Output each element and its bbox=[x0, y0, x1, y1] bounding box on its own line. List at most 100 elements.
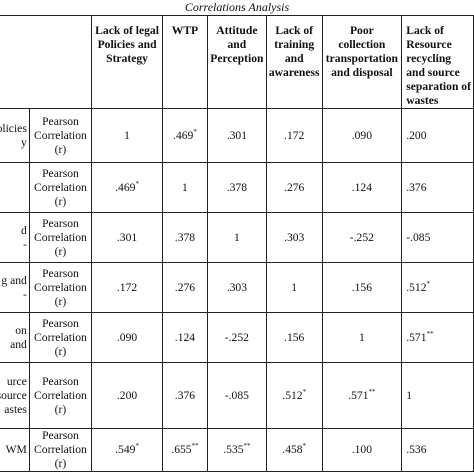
correlation-cell: .655** bbox=[162, 428, 208, 472]
correlation-cell: .536 bbox=[401, 428, 474, 472]
stat-label: Pearson Correlation (r) bbox=[28, 362, 93, 429]
table-row: WM Pearson Correlation (r) .549* .655** .535**… bbox=[0, 428, 474, 472]
correlation-cell: .156 bbox=[265, 312, 323, 363]
text-line: and bbox=[284, 52, 304, 65]
table-row: on and Pearson Correlation (r) .090.124 -.252.… bbox=[0, 312, 474, 363]
text-line: transportation bbox=[325, 52, 398, 65]
correlation-cell: .200 bbox=[401, 108, 474, 163]
correlation-value: .378 bbox=[226, 180, 247, 194]
correlation-value: .301 bbox=[116, 230, 138, 244]
correlation-cell: .172 bbox=[91, 262, 164, 313]
text-line: and bbox=[10, 337, 27, 351]
row-label: g and - bbox=[0, 262, 30, 313]
correlation-value: .090 bbox=[116, 330, 138, 344]
table-wrapper: Lack of legal Policies and Strategy WTP Atti… bbox=[0, 15, 474, 472]
correlation-cell: .303 bbox=[206, 262, 267, 313]
text-line: Policies and bbox=[97, 38, 157, 51]
correlation-cell: .301 bbox=[206, 108, 267, 163]
correlation-value: -.252 bbox=[349, 230, 374, 244]
correlation-cell: .458* bbox=[265, 428, 323, 472]
correlation-value: .512 bbox=[406, 280, 427, 294]
correlation-value: -.252 bbox=[224, 330, 249, 344]
text-line: (r) bbox=[54, 344, 67, 358]
correlation-cell: .124 bbox=[162, 312, 208, 363]
correlation-cell: .571** bbox=[401, 312, 474, 363]
column-header: Lack of legal Policies and Strategy bbox=[91, 15, 164, 109]
correlation-value: .303 bbox=[284, 230, 305, 244]
significance-marker: * bbox=[193, 127, 197, 136]
correlation-cell: .303 bbox=[265, 212, 323, 263]
text-line: Correlation bbox=[34, 443, 87, 456]
correlation-value: -.085 bbox=[224, 388, 249, 402]
row-label: d- bbox=[0, 212, 30, 263]
correlation-value: .535 bbox=[223, 443, 244, 456]
correlation-value: .172 bbox=[284, 128, 305, 142]
correlation-value: .512 bbox=[282, 388, 303, 402]
table-row: d - Pearson Correlation (r) .301.378 1.303 -.25… bbox=[0, 212, 474, 263]
text-line: Pearson bbox=[42, 316, 79, 330]
text-line: and disposal bbox=[331, 66, 393, 79]
stat-label: Pearson Correlation (r) bbox=[28, 312, 93, 363]
correlation-value: .571 bbox=[348, 388, 369, 402]
text-line: Strategy bbox=[106, 52, 148, 65]
significance-marker: * bbox=[426, 279, 431, 288]
text-line: Pearson bbox=[42, 114, 79, 128]
significance-marker: * bbox=[135, 179, 139, 188]
correlation-cell: .276 bbox=[265, 162, 323, 213]
text-line: olicies bbox=[0, 121, 27, 135]
text-line: Pearson bbox=[42, 374, 79, 388]
correlation-value: .156 bbox=[351, 280, 373, 294]
correlation-value: -.085 bbox=[406, 230, 431, 244]
row-label: on and bbox=[0, 312, 30, 363]
correlations-table: Lack of legal Policies and Strategy WTP Atti… bbox=[0, 15, 474, 472]
correlation-cell: .090 bbox=[91, 312, 164, 363]
correlation-value: .276 bbox=[174, 280, 196, 294]
significance-marker: ** bbox=[368, 387, 376, 396]
correlation-value: 1 bbox=[291, 280, 298, 294]
text-line: (r) bbox=[54, 194, 67, 208]
correlation-value: 1 bbox=[406, 388, 413, 402]
correlation-value: .303 bbox=[226, 280, 247, 294]
table-row: oliciesyPearsonCorrelation(r)1.469*.301.… bbox=[0, 108, 474, 163]
text-line: y bbox=[21, 135, 27, 149]
corner-cell bbox=[0, 15, 93, 109]
correlation-value: .301 bbox=[226, 128, 247, 142]
text-line: Attitude bbox=[216, 24, 258, 37]
text-line: d bbox=[21, 223, 27, 237]
text-line: WTP bbox=[171, 24, 199, 37]
text-line: urce bbox=[6, 374, 27, 388]
text-line: g and bbox=[1, 273, 27, 287]
text-line: Correlation bbox=[34, 388, 87, 402]
correlation-cell: -.085 bbox=[206, 362, 267, 429]
text-line: Pearson bbox=[42, 166, 79, 180]
correlation-value: .124 bbox=[174, 330, 196, 344]
correlation-cell: 1 bbox=[265, 262, 323, 313]
text-line: and source bbox=[406, 66, 460, 79]
correlation-cell: .469* bbox=[162, 108, 208, 163]
text-line: Correlation bbox=[34, 128, 87, 142]
correlation-value: .376 bbox=[174, 388, 196, 402]
column-header: Lack of training and awareness bbox=[265, 15, 323, 109]
correlation-cell: .571** bbox=[321, 362, 403, 429]
correlation-cell: 1 bbox=[162, 162, 208, 213]
correlation-value: .458 bbox=[282, 443, 303, 456]
column-header: Attitude and Perception bbox=[206, 15, 267, 109]
text-line: (r) bbox=[54, 142, 67, 156]
row-label: urcesourceastes bbox=[0, 362, 30, 429]
significance-marker: ** bbox=[191, 442, 199, 451]
correlation-cell: -.085 bbox=[401, 212, 474, 263]
correlation-cell: .172 bbox=[265, 108, 323, 163]
correlation-cell: .378 bbox=[162, 212, 208, 263]
correlation-value: .156 bbox=[284, 330, 305, 344]
correlation-cell: .376 bbox=[162, 362, 208, 429]
text-line: source bbox=[0, 388, 27, 402]
correlation-cell: .276 bbox=[162, 262, 208, 313]
correlation-cell: .100 bbox=[321, 428, 403, 472]
text-line: Pearson bbox=[42, 429, 79, 443]
text-line: Resource bbox=[406, 38, 452, 51]
text-line: - bbox=[22, 237, 27, 251]
correlation-value: .172 bbox=[116, 280, 138, 294]
text-line: Correlation bbox=[34, 330, 87, 344]
text-line: on bbox=[15, 323, 27, 337]
text-line: Lack of legal bbox=[95, 24, 159, 37]
